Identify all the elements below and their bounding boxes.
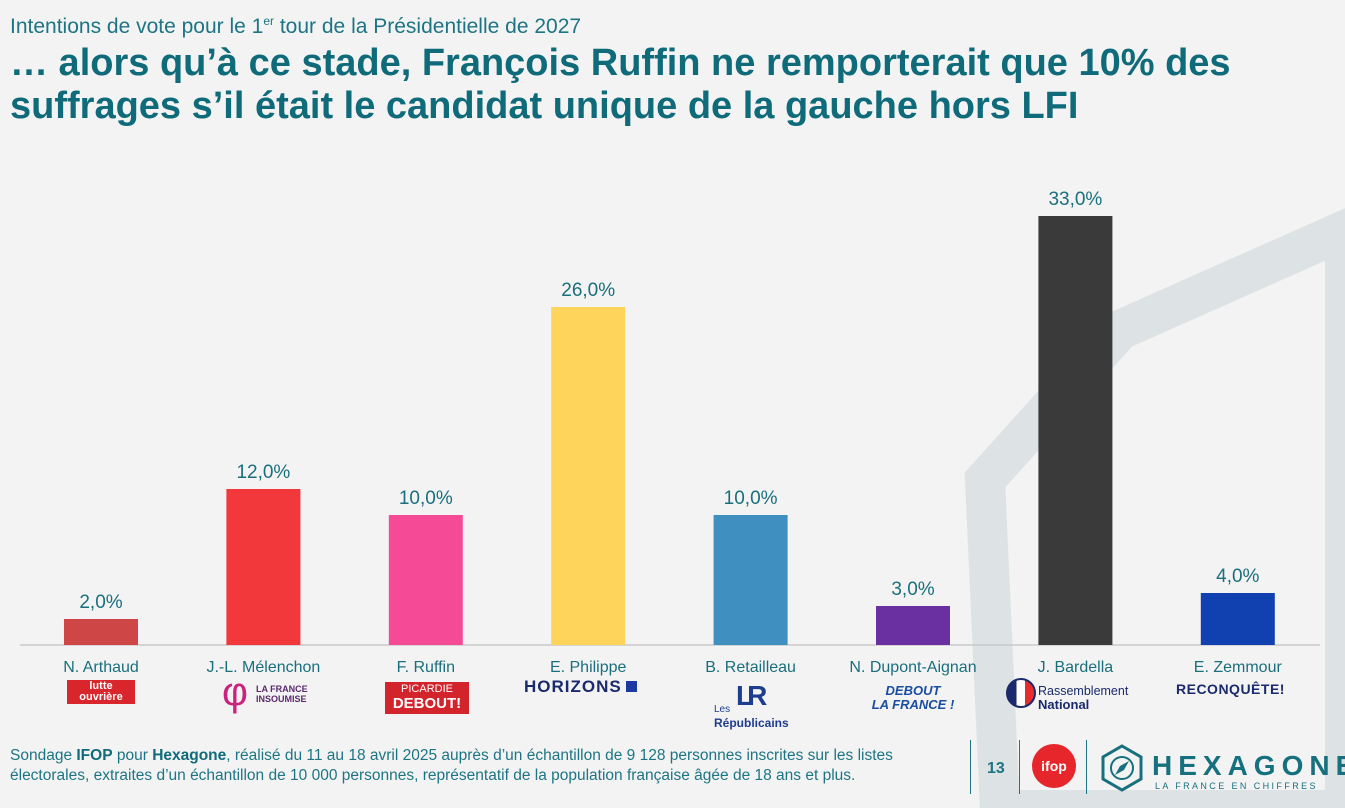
bar-1 — [64, 619, 138, 645]
bar-value-label: 10,0% — [399, 488, 453, 509]
category-label: E. Philippe — [550, 659, 627, 676]
bar-value-label: 2,0% — [79, 592, 122, 613]
category-label: J. Bardella — [1038, 659, 1114, 676]
hexagone-brand: HEXAGONE — [1152, 750, 1345, 781]
logo-les-republicains: LR Les Républicains — [714, 680, 789, 730]
hexagone-tagline: LA FRANCE EN CHIFFRES — [1155, 781, 1318, 791]
logo-horizons: HORIZONS — [524, 677, 654, 697]
bar-8 — [1200, 593, 1275, 645]
logo-picardie-debout: PICARDIE DEBOUT! — [385, 682, 469, 714]
bar-value-label: 12,0% — [236, 462, 290, 483]
logo-france-insoumise: φ LA FRANCE INSOUMISE — [222, 670, 308, 714]
hexagone-compass-icon — [1101, 744, 1143, 792]
ifop-logo: ifop — [1032, 744, 1076, 788]
logo-debout-la-france: DEBOUT LA FRANCE ! — [871, 683, 955, 712]
category-label: J.-L. Mélenchon — [206, 659, 320, 676]
category-label: E. Zemmour — [1194, 659, 1283, 676]
category-label: N. Arthaud — [63, 659, 139, 676]
bar-value-label: 10,0% — [724, 488, 778, 509]
footer-separator — [1086, 740, 1087, 794]
page-number-separator — [970, 740, 999, 794]
bar-7 — [1038, 216, 1113, 645]
bar-chart: 2,0% N. Arthaud 12,0% J.-L. Mélenchon 10,0% F… — [20, 189, 1320, 676]
bar-value-label: 26,0% — [561, 280, 615, 301]
bar-value-label: 4,0% — [1216, 566, 1259, 587]
bar-6 — [876, 606, 950, 645]
rn-flame-icon — [1006, 678, 1036, 708]
footer-separator — [1019, 740, 1020, 794]
page-number: 13 — [987, 760, 1005, 777]
logo-lutte-ouvriere: lutte ouvrière — [67, 680, 135, 704]
bar-5 — [713, 515, 788, 645]
bar-4 — [551, 307, 626, 645]
logo-reconquete: RECONQUÊTE! — [1176, 681, 1285, 697]
category-label: B. Retailleau — [705, 659, 796, 676]
bar-value-label: 33,0% — [1048, 189, 1102, 210]
bar-2 — [226, 489, 301, 645]
supertitle: Intentions de vote pour le 1er tour de l… — [10, 14, 582, 38]
category-label: N. Dupont-Aignan — [849, 659, 976, 676]
bar-3 — [388, 515, 463, 645]
footer-source: Sondage IFOP pour Hexagone, réalisé du 1… — [10, 747, 893, 784]
logo-rassemblement-national: Rassemblement National — [1006, 678, 1146, 714]
page-title: … alors qu’à ce stade, François Ruffin n… — [10, 42, 1231, 127]
category-label: F. Ruffin — [397, 659, 455, 676]
bar-value-label: 3,0% — [891, 579, 934, 600]
